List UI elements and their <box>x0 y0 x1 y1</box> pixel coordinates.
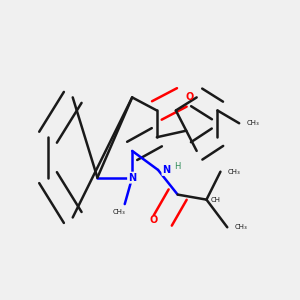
Text: CH₃: CH₃ <box>228 169 241 175</box>
Text: H: H <box>174 161 181 170</box>
Text: CH₃: CH₃ <box>235 224 248 230</box>
Text: CH₃: CH₃ <box>247 120 259 126</box>
Text: O: O <box>150 215 158 225</box>
Text: CH: CH <box>211 196 221 202</box>
Text: CH₃: CH₃ <box>112 208 125 214</box>
Text: N: N <box>128 172 136 183</box>
Text: N: N <box>163 165 171 175</box>
Text: O: O <box>185 92 194 102</box>
